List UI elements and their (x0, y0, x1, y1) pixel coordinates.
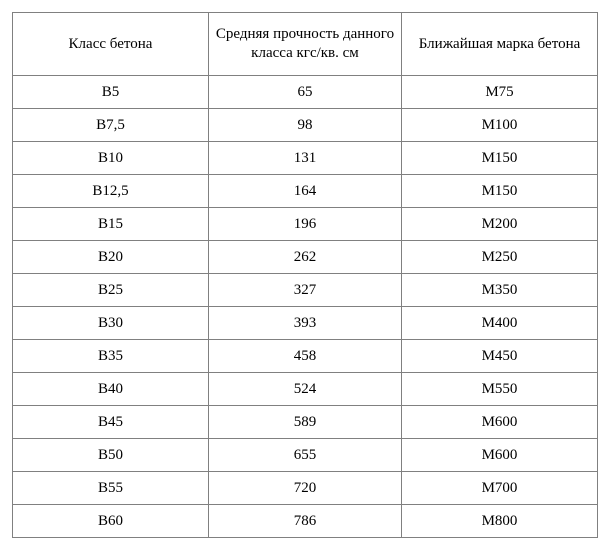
cell-mark: M600 (402, 439, 598, 472)
col-header-mark: Ближайшая марка бетона (402, 13, 598, 76)
table-row: B40 524 M550 (13, 373, 598, 406)
cell-class: B55 (13, 472, 209, 505)
cell-class: B15 (13, 208, 209, 241)
cell-strength: 655 (208, 439, 401, 472)
table-row: B7,5 98 M100 (13, 109, 598, 142)
cell-class: B40 (13, 373, 209, 406)
col-header-strength: Средняя прочность данного класса кгс/кв.… (208, 13, 401, 76)
cell-mark: M100 (402, 109, 598, 142)
cell-mark: M350 (402, 274, 598, 307)
cell-class: B35 (13, 340, 209, 373)
concrete-classes-table: Класс бетона Средняя прочность данного к… (12, 12, 598, 538)
table-row: B25 327 M350 (13, 274, 598, 307)
cell-class: B30 (13, 307, 209, 340)
cell-mark: M800 (402, 505, 598, 538)
cell-mark: M75 (402, 76, 598, 109)
cell-strength: 262 (208, 241, 401, 274)
cell-mark: M400 (402, 307, 598, 340)
table-row: B35 458 M450 (13, 340, 598, 373)
cell-class: B10 (13, 142, 209, 175)
cell-mark: M200 (402, 208, 598, 241)
cell-mark: M700 (402, 472, 598, 505)
table-row: B55 720 M700 (13, 472, 598, 505)
cell-class: B7,5 (13, 109, 209, 142)
cell-strength: 524 (208, 373, 401, 406)
cell-class: B25 (13, 274, 209, 307)
table-row: B10 131 M150 (13, 142, 598, 175)
cell-mark: M150 (402, 175, 598, 208)
cell-mark: M600 (402, 406, 598, 439)
cell-strength: 98 (208, 109, 401, 142)
table-row: B12,5 164 M150 (13, 175, 598, 208)
table-row: B30 393 M400 (13, 307, 598, 340)
cell-mark: M450 (402, 340, 598, 373)
cell-strength: 458 (208, 340, 401, 373)
table-row: B50 655 M600 (13, 439, 598, 472)
cell-mark: M550 (402, 373, 598, 406)
cell-strength: 327 (208, 274, 401, 307)
cell-strength: 393 (208, 307, 401, 340)
cell-strength: 720 (208, 472, 401, 505)
table-header-row: Класс бетона Средняя прочность данного к… (13, 13, 598, 76)
cell-strength: 65 (208, 76, 401, 109)
cell-class: B20 (13, 241, 209, 274)
cell-class: B12,5 (13, 175, 209, 208)
cell-mark: M150 (402, 142, 598, 175)
cell-class: B45 (13, 406, 209, 439)
table-row: B15 196 M200 (13, 208, 598, 241)
table-row: B20 262 M250 (13, 241, 598, 274)
cell-strength: 786 (208, 505, 401, 538)
cell-class: B5 (13, 76, 209, 109)
table-row: B45 589 M600 (13, 406, 598, 439)
cell-strength: 589 (208, 406, 401, 439)
table-row: B60 786 M800 (13, 505, 598, 538)
col-header-class: Класс бетона (13, 13, 209, 76)
table-body: B5 65 M75 B7,5 98 M100 B10 131 M150 B12,… (13, 76, 598, 538)
cell-class: B60 (13, 505, 209, 538)
cell-strength: 164 (208, 175, 401, 208)
table-row: B5 65 M75 (13, 76, 598, 109)
cell-mark: M250 (402, 241, 598, 274)
cell-class: B50 (13, 439, 209, 472)
cell-strength: 196 (208, 208, 401, 241)
cell-strength: 131 (208, 142, 401, 175)
